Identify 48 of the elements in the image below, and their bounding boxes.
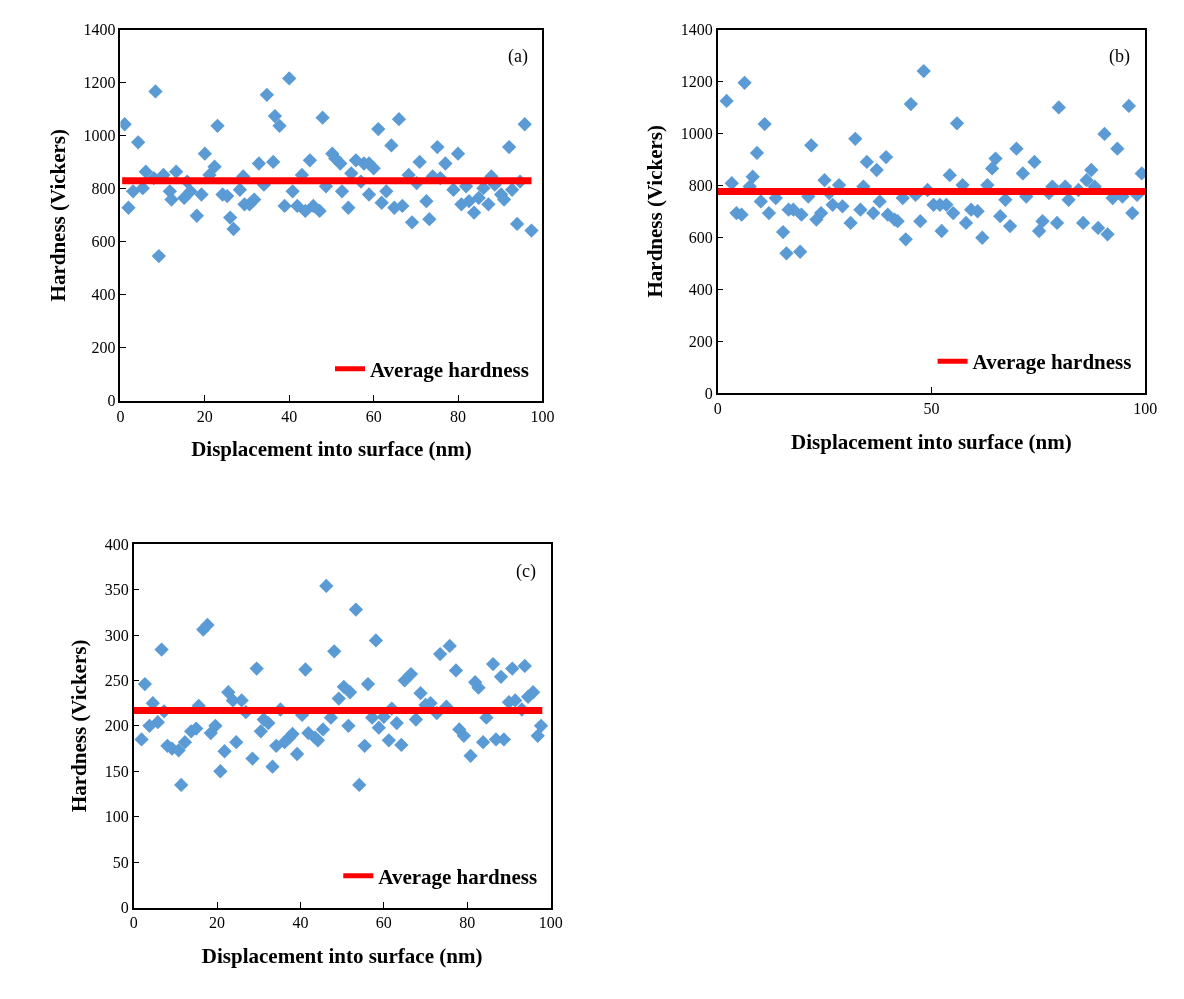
- y-tick-label: 200: [104, 717, 129, 735]
- x-tick-label: 40: [292, 914, 309, 932]
- y-tick-label: 800: [91, 180, 116, 198]
- y-tick-label: 1000: [83, 127, 116, 145]
- x-tick-label: 40: [281, 407, 298, 425]
- x-tick-label: 50: [923, 399, 940, 417]
- annotation: (c): [516, 561, 536, 582]
- y-tick-label: 200: [91, 339, 116, 357]
- y-axis-title: Hardness (Vickers): [67, 639, 92, 813]
- y-tick-label: 350: [104, 581, 129, 599]
- legend-label: Average hardness: [370, 358, 529, 382]
- legend-label: Average hardness: [972, 350, 1132, 375]
- x-tick-label: 100: [1133, 399, 1158, 417]
- y-tick-label: 150: [104, 762, 129, 780]
- y-tick-label: 1400: [680, 21, 713, 39]
- y-tick-label: 800: [688, 176, 713, 194]
- x-tick-label: 20: [196, 407, 213, 425]
- x-tick-label: 60: [365, 407, 382, 425]
- y-tick-label: 400: [104, 535, 129, 553]
- y-tick-label: 0: [120, 899, 129, 917]
- x-tick-label: 100: [530, 407, 555, 425]
- x-tick-label: 20: [209, 914, 226, 932]
- y-axis-title: Hardness (Vickers): [643, 125, 668, 298]
- x-axis-title: Displacement into surface (nm): [191, 437, 472, 462]
- y-tick-label: 600: [91, 233, 116, 251]
- y-axis-title: Hardness (Vickers): [46, 128, 71, 302]
- x-tick-label: 100: [538, 914, 563, 932]
- x-axis-title: Displacement into surface (nm): [791, 429, 1072, 454]
- y-tick-label: 1200: [680, 73, 713, 91]
- y-tick-label: 1200: [83, 74, 116, 92]
- x-tick-label: 80: [459, 914, 476, 932]
- y-tick-label: 250: [104, 672, 129, 690]
- y-tick-label: 100: [104, 808, 129, 826]
- x-tick-label: 60: [375, 914, 392, 932]
- x-tick-label: 80: [450, 407, 467, 425]
- y-tick-label: 200: [688, 332, 713, 350]
- y-tick-label: 50: [112, 853, 129, 871]
- legend-label: Average hardness: [378, 864, 538, 889]
- y-tick-label: 400: [91, 286, 116, 304]
- y-tick-label: 400: [688, 280, 713, 298]
- annotation: (b): [1109, 46, 1130, 67]
- annotation: (a): [508, 46, 528, 67]
- y-tick-label: 1000: [680, 125, 713, 143]
- y-tick-label: 600: [688, 228, 713, 246]
- y-tick-label: 0: [704, 384, 713, 402]
- y-tick-label: 300: [104, 626, 129, 644]
- x-axis-title: Displacement into surface (nm): [201, 944, 483, 969]
- y-tick-label: 1400: [83, 21, 116, 39]
